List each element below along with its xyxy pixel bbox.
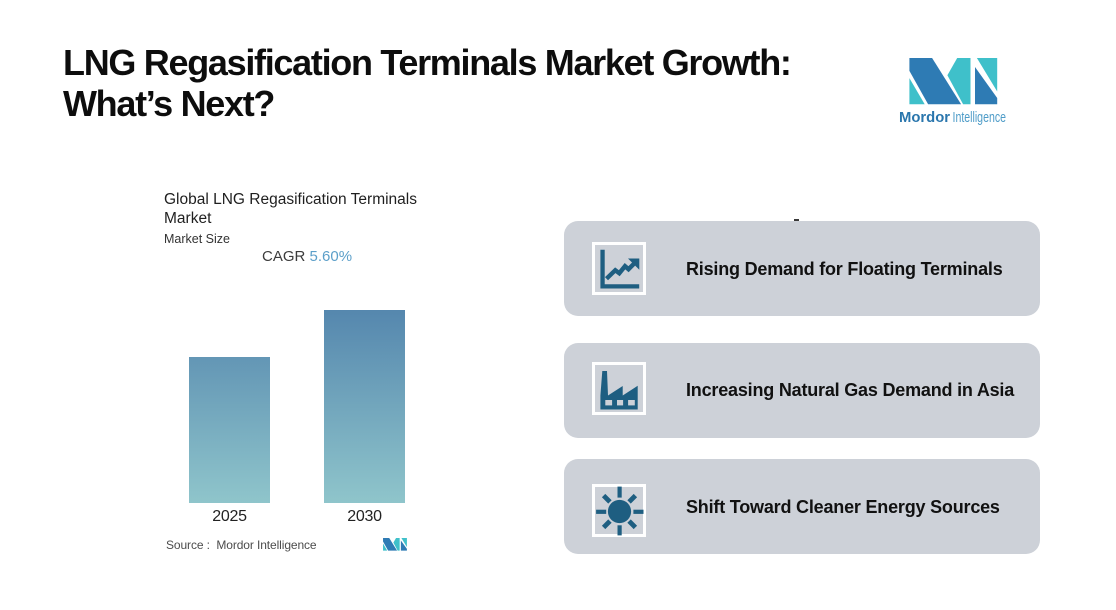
svg-text:Intelligence: Intelligence	[953, 110, 1007, 126]
svg-text:Mordor: Mordor	[899, 110, 950, 126]
